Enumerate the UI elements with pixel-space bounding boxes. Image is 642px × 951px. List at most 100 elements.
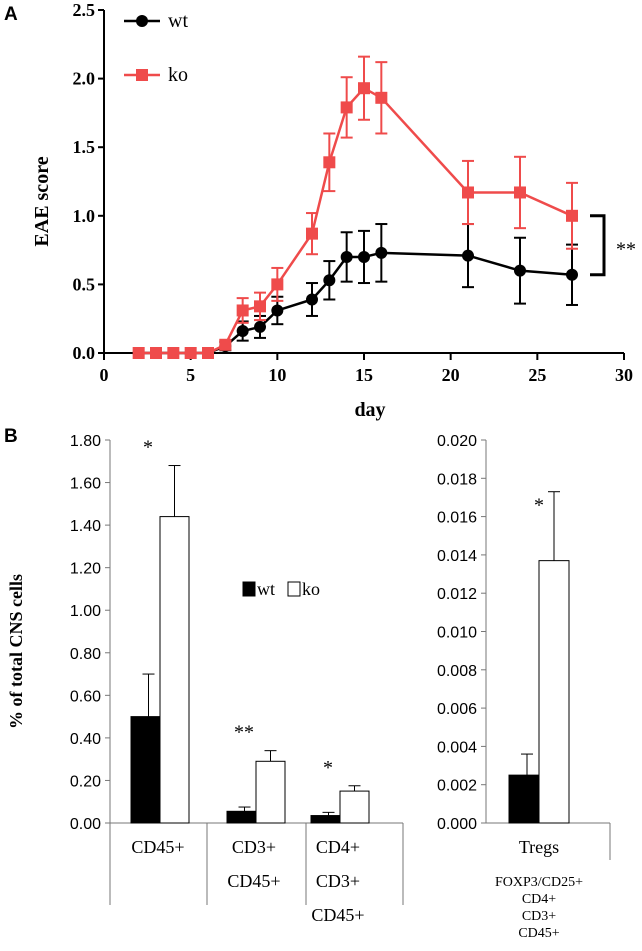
significance-marker: *	[143, 437, 153, 459]
x-tick-label: 25	[528, 365, 546, 385]
legend-wt-marker	[136, 15, 148, 27]
category-label: CD4+	[316, 837, 360, 857]
y-tick-label: 0.60	[70, 688, 101, 705]
category-label: CD45+	[131, 837, 184, 857]
ko-series-line	[138, 86, 573, 355]
x-tick-label: 30	[615, 365, 633, 385]
wt-data-point	[271, 304, 284, 317]
category-label: CD45+	[311, 905, 364, 925]
wt-data-point	[323, 274, 336, 287]
y-tick-label: 0.020	[437, 433, 477, 450]
significance-marker: *	[534, 495, 544, 517]
y-tick-label: 1.40	[70, 518, 101, 535]
y-tick-label: 1.00	[70, 603, 101, 620]
panel-a-line-chart: 0.0 0.5 1.0 1.5 2.0 2.5 0 5 10 15 20 25 30 day EAE sco…	[31, 0, 636, 421]
ko-data-point	[184, 347, 197, 359]
panel-b-right-bar-chart: 0.000 0.002 0.004 0.006 0.008 0.010 0.012 0.014…	[437, 433, 611, 941]
wt-data-point	[375, 246, 388, 259]
x-tick-label: 0	[100, 365, 109, 385]
ko-data-point	[254, 300, 266, 313]
y-tick-label: 2.5	[73, 0, 96, 20]
wt-bar	[226, 810, 257, 824]
ko-data-point	[202, 347, 214, 359]
ko-data-point	[219, 338, 232, 351]
ko-data-point	[514, 186, 526, 199]
y-tick-label: 0.0	[73, 343, 96, 363]
ko-bar	[339, 790, 370, 824]
y-tick-label: 0.002	[437, 778, 477, 795]
panel-b-label: B	[4, 426, 18, 447]
y-tick-label: 0.006	[437, 701, 477, 718]
ko-data-point	[462, 186, 474, 199]
y-tick-label: 0.00	[70, 816, 101, 833]
ko-bar	[159, 516, 190, 824]
y-axis-title: EAE score	[31, 156, 53, 246]
wt-data-point	[514, 264, 526, 277]
legend-wt-label: wt	[257, 579, 275, 599]
y-tick-label: 0.018	[437, 471, 477, 488]
wt-data-point	[306, 293, 318, 306]
legend-ko-label: ko	[168, 64, 188, 86]
y-tick-label: 0.004	[437, 739, 477, 756]
y-tick-label: 0.5	[73, 274, 96, 294]
wt-bar	[130, 716, 161, 824]
ko-data-point	[566, 209, 578, 222]
x-axis-title: day	[354, 399, 385, 421]
legend-ko-marker	[136, 69, 148, 81]
category-sublabel: FOXP3/CD25+	[495, 875, 583, 890]
wt-bar	[310, 815, 341, 824]
ko-data-point	[167, 347, 180, 359]
y-tick-label: 0.20	[70, 773, 101, 790]
category-label: CD3+	[232, 837, 276, 857]
ko-bar	[538, 560, 570, 824]
ko-data-point	[323, 156, 336, 169]
ko-data-point	[236, 304, 249, 317]
ko-data-point	[375, 91, 388, 104]
y-tick-label: 0.012	[437, 586, 477, 603]
significance-marker: *	[323, 757, 333, 779]
y-tick-label: 0.010	[437, 625, 477, 642]
y-tick-label: 1.80	[70, 433, 101, 450]
ko-data-point	[132, 347, 145, 359]
ko-data-point	[340, 101, 353, 114]
ko-data-point	[271, 278, 284, 291]
x-tick-label: 20	[442, 365, 460, 385]
y-tick-label: 0.40	[70, 731, 101, 748]
y-tick-label: 0.014	[437, 548, 477, 565]
ko-data-point	[358, 82, 370, 95]
legend-wt-swatch	[242, 581, 256, 597]
y-tick-label: 1.20	[70, 561, 101, 578]
ko-data-point	[306, 227, 318, 240]
y-tick-label: 0.008	[437, 663, 477, 680]
x-tick-label: 15	[355, 365, 373, 385]
wt-series-line	[138, 251, 573, 355]
category-label: CD45+	[227, 871, 280, 891]
wt-data-point	[254, 320, 266, 333]
category-sublabel: CD3+	[522, 909, 556, 924]
ko-bar	[255, 760, 286, 824]
significance-marker: **	[234, 722, 254, 744]
y-axis-title: % of total CNS cells	[6, 574, 26, 729]
y-tick-label: 1.60	[70, 476, 101, 493]
wt-data-point	[566, 268, 578, 281]
wt-bar	[508, 774, 540, 824]
y-tick-label: 1.0	[73, 206, 96, 226]
y-tick-label: 0.000	[437, 816, 477, 833]
ko-data-point	[150, 347, 162, 359]
significance-marker: **	[616, 238, 636, 260]
y-tick-label: 2.0	[73, 69, 96, 89]
x-tick-label: 5	[186, 365, 195, 385]
panel-a-label: A	[4, 4, 18, 25]
legend-ko-label: ko	[302, 579, 320, 599]
category-sublabel: CD4+	[522, 892, 556, 907]
wt-data-point	[340, 250, 353, 263]
category-label: CD3+	[316, 871, 360, 891]
wt-data-point	[358, 250, 370, 263]
y-tick-label: 0.80	[70, 646, 101, 663]
category-label: Tregs	[519, 837, 559, 857]
significance-bracket	[590, 214, 606, 277]
y-tick-label: 0.016	[437, 510, 477, 527]
x-tick-label: 10	[268, 365, 286, 385]
category-sublabel: CD45+	[518, 926, 559, 941]
